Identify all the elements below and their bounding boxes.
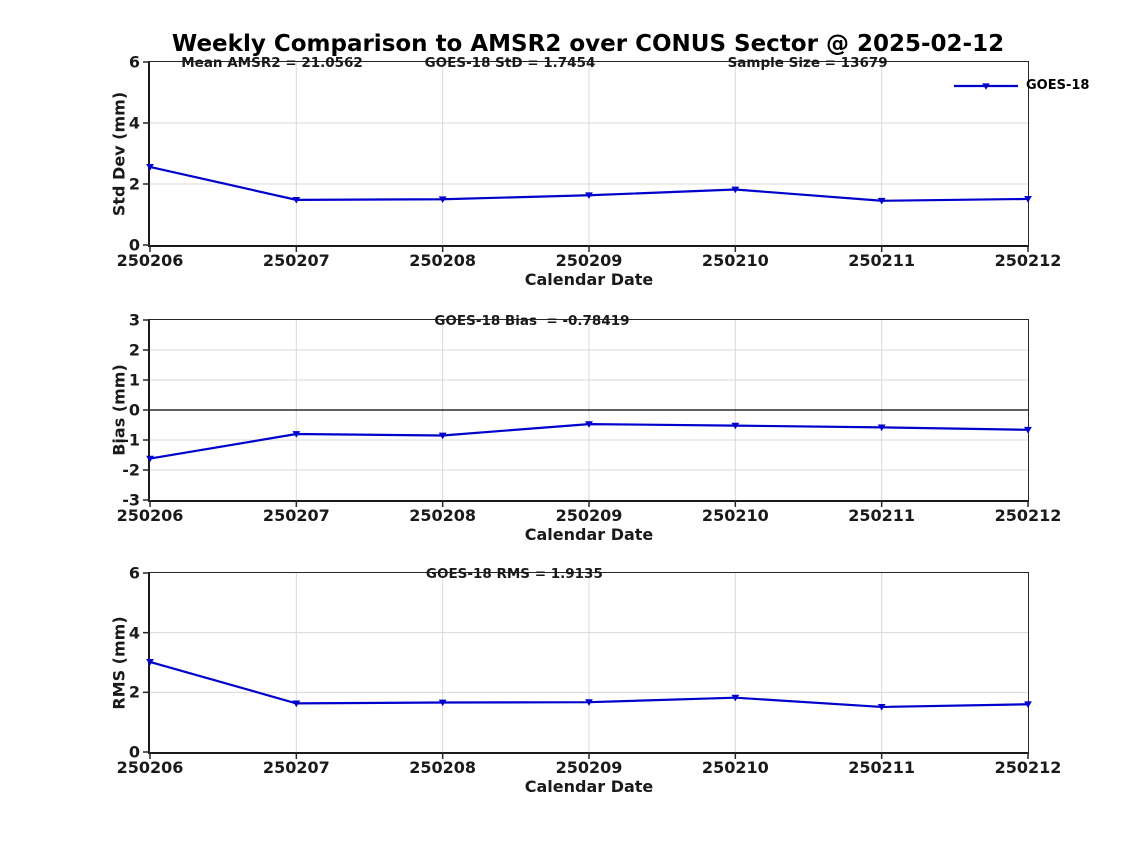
- x-tick-label: 250207: [262, 251, 330, 270]
- annotation-goes18-std: GOES-18 StD = 1.7454: [424, 55, 596, 71]
- y-tick-label: 6: [128, 563, 140, 583]
- x-tick-label: 250208: [409, 506, 477, 525]
- annotation-sample-size: Sample Size = 13679: [727, 55, 888, 71]
- annotation-goes18-rms: GOES-18 RMS = 1.9135: [425, 566, 603, 582]
- x-tick-label: 250206: [116, 506, 184, 525]
- annotation-mean-amsr2: Mean AMSR2 = 21.0562: [181, 55, 363, 71]
- x-tick-label: 250206: [116, 251, 184, 270]
- x-tick-label: 250212: [994, 758, 1062, 777]
- y-tick-label: 0: [128, 400, 140, 420]
- xlabel-calendar-date-3: Calendar Date: [524, 777, 654, 796]
- legend-label: GOES-18: [1026, 78, 1090, 93]
- x-tick-label: 250209: [555, 506, 623, 525]
- legend: GOES-18: [953, 78, 1089, 93]
- y-tick-label: -1: [122, 430, 140, 450]
- x-tick-label: 250207: [262, 758, 330, 777]
- y-tick-label: 0: [128, 742, 140, 762]
- xlabel-calendar-date-2: Calendar Date: [524, 525, 654, 544]
- y-tick-label: -3: [122, 490, 140, 510]
- x-tick-label: 250209: [555, 758, 623, 777]
- x-tick-label: 250212: [994, 251, 1062, 270]
- y-tick-label: 2: [128, 682, 140, 702]
- ylabel-rms: RMS (mm): [109, 616, 129, 710]
- x-tick-label: 250210: [701, 758, 769, 777]
- page-title: Weekly Comparison to AMSR2 over CONUS Se…: [171, 31, 1005, 57]
- x-tick-label: 250208: [409, 251, 477, 270]
- x-tick-label: 250208: [409, 758, 477, 777]
- stddev-line-chart: [143, 61, 1032, 252]
- y-tick-label: 1: [128, 370, 140, 390]
- y-tick-label: 0: [128, 235, 140, 255]
- x-tick-label: 250212: [994, 506, 1062, 525]
- x-tick-label: 250210: [701, 251, 769, 270]
- y-tick-label: 2: [128, 340, 140, 360]
- bias-subplot: GOES-18 Bias = -0.78419 Calendar Date -3…: [117, 311, 1062, 545]
- legend-line-sample-icon: [954, 82, 1018, 90]
- annotation-goes18-bias: GOES-18 Bias = -0.78419: [434, 313, 630, 329]
- x-tick-label: 250210: [701, 506, 769, 525]
- y-tick-label: 4: [128, 623, 140, 643]
- y-tick-label: 2: [128, 174, 140, 194]
- rms-subplot: GOES-18 RMS = 1.9135 Calendar Date 0 2 4 6 2…: [117, 564, 1062, 797]
- x-tick-label: 250209: [555, 251, 623, 270]
- y-tick-label: -2: [122, 460, 140, 480]
- rms-line-chart: [143, 572, 1032, 759]
- ylabel-bias: Bias (mm): [109, 364, 129, 456]
- xlabel-calendar-date-1: Calendar Date: [524, 270, 654, 289]
- ylabel-std-dev: Std Dev (mm): [109, 91, 129, 217]
- y-tick-label: 4: [128, 113, 140, 133]
- x-tick-label: 250206: [116, 758, 184, 777]
- stddev-subplot: Mean AMSR2 = 21.0562 GOES-18 StD = 1.745…: [117, 53, 1062, 290]
- x-tick-label: 250211: [848, 251, 916, 270]
- x-tick-label: 250207: [262, 506, 330, 525]
- y-tick-label: 3: [128, 310, 140, 330]
- y-tick-label: 6: [128, 52, 140, 72]
- x-tick-label: 250211: [848, 758, 916, 777]
- bias-line-chart: [143, 319, 1032, 507]
- x-tick-label: 250211: [848, 506, 916, 525]
